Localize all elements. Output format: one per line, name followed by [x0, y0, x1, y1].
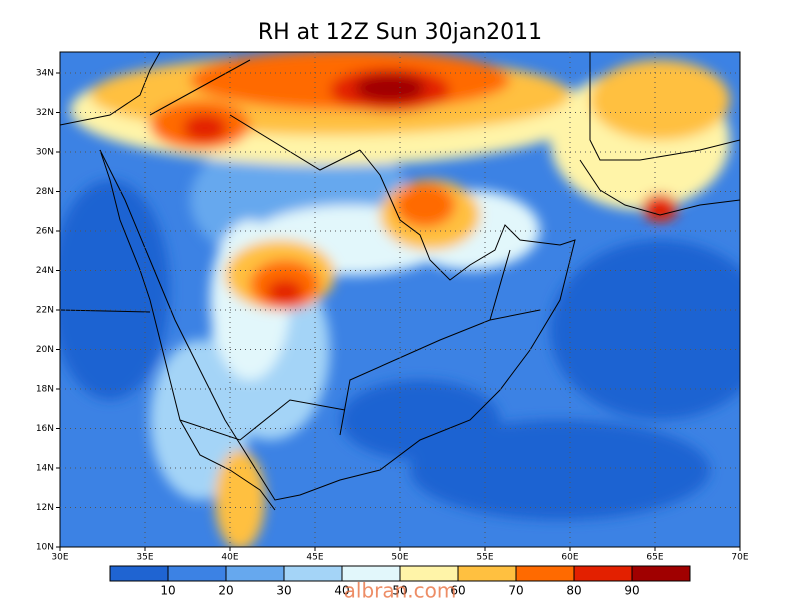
lon-label: 50E — [391, 553, 408, 563]
lat-label: 14N — [36, 464, 54, 474]
colorbar-box — [632, 566, 690, 581]
lon-label: 55E — [476, 553, 493, 563]
colorbar-label: 60 — [450, 584, 465, 598]
lat-label: 26N — [36, 227, 54, 237]
colorbar-label: 20 — [218, 584, 233, 598]
lon-label: 30E — [51, 553, 68, 563]
colorbar-box — [110, 566, 168, 581]
colorbar-box — [342, 566, 400, 581]
title: RH at 12Z Sun 30jan2011 — [258, 20, 542, 45]
lat-label: 34N — [36, 69, 54, 79]
lon-label: 35E — [136, 553, 153, 563]
colorbar-label: 40 — [334, 584, 349, 598]
watermark: albran.com — [344, 579, 457, 600]
lat-label: 12N — [36, 503, 54, 513]
lat-label: 22N — [36, 306, 54, 316]
lat-label: 28N — [36, 187, 54, 197]
colorbar-box — [226, 566, 284, 581]
lat-label: 16N — [36, 424, 54, 434]
lat-label: 18N — [36, 385, 54, 395]
colorbar-label: 80 — [566, 584, 581, 598]
colorbar-box — [458, 566, 516, 581]
lon-label: 65E — [646, 553, 663, 563]
lon-label: 60E — [561, 553, 578, 563]
lat-label: 24N — [36, 266, 54, 276]
lat-label: 20N — [36, 345, 54, 355]
colorbar-box — [516, 566, 574, 581]
rh-field — [60, 52, 740, 547]
lon-label: 40E — [221, 553, 238, 563]
lat-label: 30N — [36, 148, 54, 158]
colorbar-label: 10 — [160, 584, 175, 598]
colorbar-box — [400, 566, 458, 581]
lon-label: 70E — [731, 553, 748, 563]
colorbar-label: 50 — [392, 584, 407, 598]
colorbar-label: 90 — [624, 584, 639, 598]
colorbar-label: 30 — [276, 584, 291, 598]
lon-label: 45E — [306, 553, 323, 563]
lat-label: 32N — [36, 108, 54, 118]
lat-label: 10N — [36, 543, 54, 553]
colorbar-box — [284, 566, 342, 581]
colorbar-box — [574, 566, 632, 581]
colorbar-box — [168, 566, 226, 581]
colorbar-label: 70 — [508, 584, 523, 598]
